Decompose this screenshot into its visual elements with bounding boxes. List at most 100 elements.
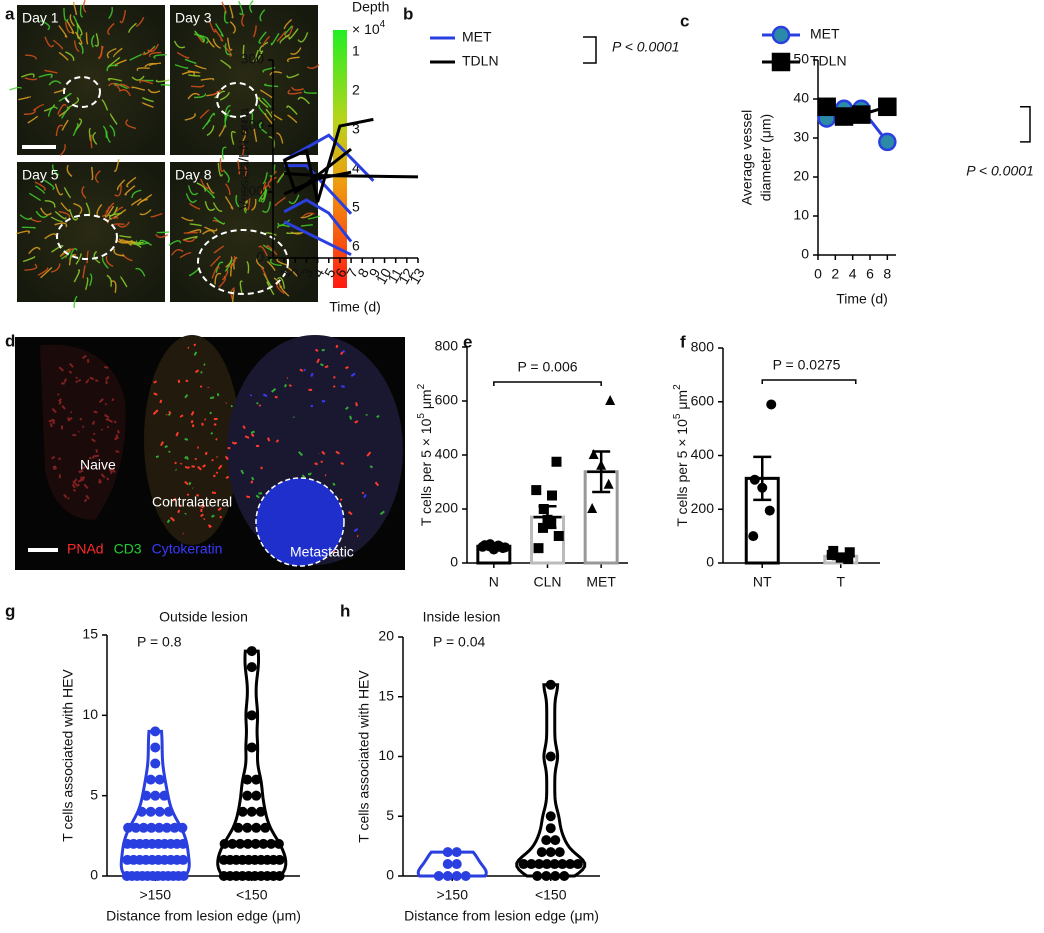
- vessel: [270, 32, 280, 46]
- y-axis-label: T cells associated with HEV: [60, 669, 76, 842]
- stain: [361, 491, 365, 495]
- vessel: [60, 202, 70, 212]
- vessel: [73, 295, 78, 308]
- stain: [184, 394, 189, 399]
- stain: [78, 470, 82, 474]
- stain: [69, 362, 74, 368]
- vessel: [241, 143, 245, 157]
- stain-legend: Cytokeratin: [152, 541, 223, 557]
- stain: [249, 394, 253, 397]
- vessel: [128, 22, 137, 33]
- vessel: [259, 41, 269, 53]
- day-label: Day 5: [22, 167, 59, 183]
- stain: [250, 433, 255, 438]
- stain: [231, 441, 236, 445]
- panel-label: c: [680, 11, 689, 30]
- y-axis-label: Vessels/LN area: [236, 108, 252, 210]
- data-point: [479, 540, 490, 551]
- colorbar-multiplier: × 104: [352, 19, 386, 37]
- colorbar-tick-label: 3: [352, 121, 360, 137]
- x-tick-label: T: [836, 574, 845, 590]
- stain: [67, 496, 70, 500]
- vessel: [109, 124, 116, 137]
- vessel: [57, 103, 67, 115]
- stain: [244, 435, 250, 439]
- stain: [345, 406, 349, 410]
- y-tick-label: 400: [691, 446, 715, 462]
- data-point: [274, 871, 285, 881]
- stain: [216, 455, 219, 458]
- vessel: [256, 257, 265, 270]
- vessel: [107, 22, 115, 36]
- stain: [204, 451, 208, 456]
- vessel: [196, 182, 206, 192]
- data-point: [764, 505, 775, 516]
- stain: [72, 488, 77, 492]
- vessel: [223, 10, 229, 24]
- x-tick-label: 6: [866, 266, 874, 282]
- data-point: [553, 531, 564, 541]
- stain: [184, 437, 189, 441]
- vessel: [249, 0, 254, 13]
- vessel: [291, 86, 304, 91]
- stain: [155, 455, 160, 459]
- data-point: [817, 97, 836, 117]
- series-line: [284, 164, 353, 215]
- vessel: [155, 233, 169, 239]
- vessel: [119, 234, 132, 238]
- data-point: [878, 132, 897, 152]
- vessel: [208, 20, 217, 33]
- vessel: [113, 47, 123, 58]
- stain: [104, 414, 110, 419]
- vessel: [105, 202, 115, 214]
- y-tick-label: 0: [386, 867, 394, 883]
- data-point: [545, 751, 556, 762]
- stain: [70, 411, 73, 414]
- vessel: [280, 285, 290, 297]
- y-tick-label: 40: [793, 90, 809, 106]
- vessel: [242, 44, 245, 59]
- x-tick-label: >150: [139, 887, 171, 903]
- lesion-outline: [56, 214, 118, 260]
- multiplier-exp: 4: [380, 19, 386, 30]
- vessel: [283, 25, 293, 36]
- vessel: [24, 77, 38, 81]
- colorbar-tick-label: 1: [352, 43, 360, 59]
- vessel: [76, 25, 82, 39]
- vessel: [258, 245, 268, 257]
- image-label: Metastatic: [290, 544, 354, 560]
- vessel: [21, 73, 35, 78]
- stain: [100, 428, 104, 431]
- vessel: [252, 49, 259, 62]
- stain: [98, 398, 104, 403]
- data-point: [442, 847, 453, 858]
- vessel: [214, 272, 222, 285]
- vessel: [91, 34, 95, 48]
- vessel: [104, 205, 115, 218]
- data-point: [242, 774, 253, 785]
- stain: [255, 494, 260, 499]
- stain: [354, 420, 359, 424]
- data-point: [500, 542, 511, 553]
- x-axis-label: Time (d): [329, 299, 381, 315]
- y-tick-label: 0: [90, 867, 98, 883]
- data-point: [565, 859, 576, 870]
- data-point: [169, 822, 180, 833]
- stain: [341, 385, 345, 388]
- annotation: P = 0.0275: [773, 357, 841, 373]
- vessel: [105, 256, 114, 267]
- data-point: [246, 646, 257, 657]
- data-point: [266, 838, 277, 849]
- panel-label: a: [5, 4, 15, 23]
- vessel: [28, 192, 41, 201]
- vessel: [22, 256, 36, 263]
- vessel: [101, 257, 109, 269]
- vessel: [202, 229, 216, 235]
- vessel: [228, 4, 234, 19]
- data-point: [545, 679, 556, 690]
- stain: [82, 465, 86, 470]
- vessel: [287, 267, 299, 277]
- contralateral-node: [144, 335, 240, 545]
- stain: [250, 480, 254, 484]
- data-point: [161, 822, 172, 833]
